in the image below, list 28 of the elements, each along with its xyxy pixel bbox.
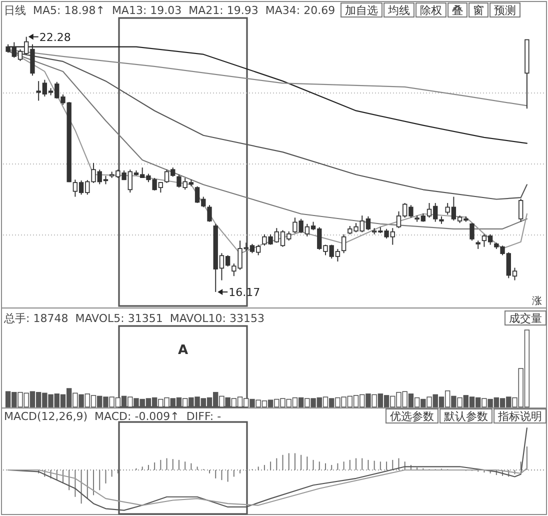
text: MA13: 19.03 [112,4,182,17]
text: MA34: 20.69 [265,4,336,17]
text: MA5: 18.98↑ [33,4,105,17]
candlestick [341,234,346,254]
text: 均线 [387,4,410,17]
annotation: A [178,343,188,358]
text: 涨 [532,295,542,307]
candlestick [207,204,212,222]
text: 成交量 [509,312,542,325]
text: 默认参数 [443,410,488,423]
text: 总手: 18748 [3,312,68,325]
text: 窗 [473,4,484,17]
text: MACD(12,26,9) [4,410,88,423]
text: MA21: 19.93 [188,4,258,17]
candlestick [470,222,474,242]
text: 除权 [420,4,442,17]
text: MAVOL10: 33153 [170,312,264,325]
text: MACD: -0.009↑ [94,410,180,423]
text: 预测 [494,4,516,17]
text: 优选参数 [390,410,434,423]
text: 指标说明 [497,410,542,423]
text: 日线 [4,4,26,17]
text: MAVOL5: 31351 [75,312,163,325]
annotation: 22.28 [39,30,71,44]
text: DIFF: - [186,410,222,423]
text: 叠 [452,4,463,17]
text: 加自选 [345,4,378,17]
candlestick [518,198,524,222]
